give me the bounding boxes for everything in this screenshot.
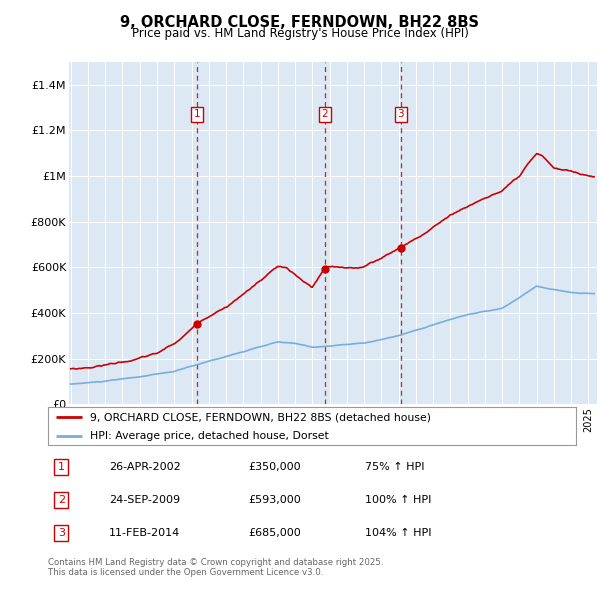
Text: 3: 3 bbox=[58, 528, 65, 538]
Text: 26-APR-2002: 26-APR-2002 bbox=[109, 462, 181, 472]
Text: Contains HM Land Registry data © Crown copyright and database right 2025.
This d: Contains HM Land Registry data © Crown c… bbox=[48, 558, 383, 577]
Text: 9, ORCHARD CLOSE, FERNDOWN, BH22 8BS (detached house): 9, ORCHARD CLOSE, FERNDOWN, BH22 8BS (de… bbox=[90, 412, 431, 422]
Text: 1: 1 bbox=[58, 462, 65, 472]
Text: 24-SEP-2009: 24-SEP-2009 bbox=[109, 495, 180, 505]
Text: Price paid vs. HM Land Registry's House Price Index (HPI): Price paid vs. HM Land Registry's House … bbox=[131, 27, 469, 40]
Text: 2: 2 bbox=[58, 495, 65, 505]
Text: HPI: Average price, detached house, Dorset: HPI: Average price, detached house, Dors… bbox=[90, 431, 329, 441]
Text: 9, ORCHARD CLOSE, FERNDOWN, BH22 8BS: 9, ORCHARD CLOSE, FERNDOWN, BH22 8BS bbox=[121, 15, 479, 30]
Text: 2: 2 bbox=[322, 109, 328, 119]
Text: £350,000: £350,000 bbox=[248, 462, 301, 472]
Text: 75% ↑ HPI: 75% ↑ HPI bbox=[365, 462, 424, 472]
Text: £593,000: £593,000 bbox=[248, 495, 301, 505]
Text: 104% ↑ HPI: 104% ↑ HPI bbox=[365, 528, 431, 538]
Text: 100% ↑ HPI: 100% ↑ HPI bbox=[365, 495, 431, 505]
Text: 1: 1 bbox=[194, 109, 200, 119]
Text: 11-FEB-2014: 11-FEB-2014 bbox=[109, 528, 180, 538]
Text: 3: 3 bbox=[397, 109, 404, 119]
Text: £685,000: £685,000 bbox=[248, 528, 301, 538]
